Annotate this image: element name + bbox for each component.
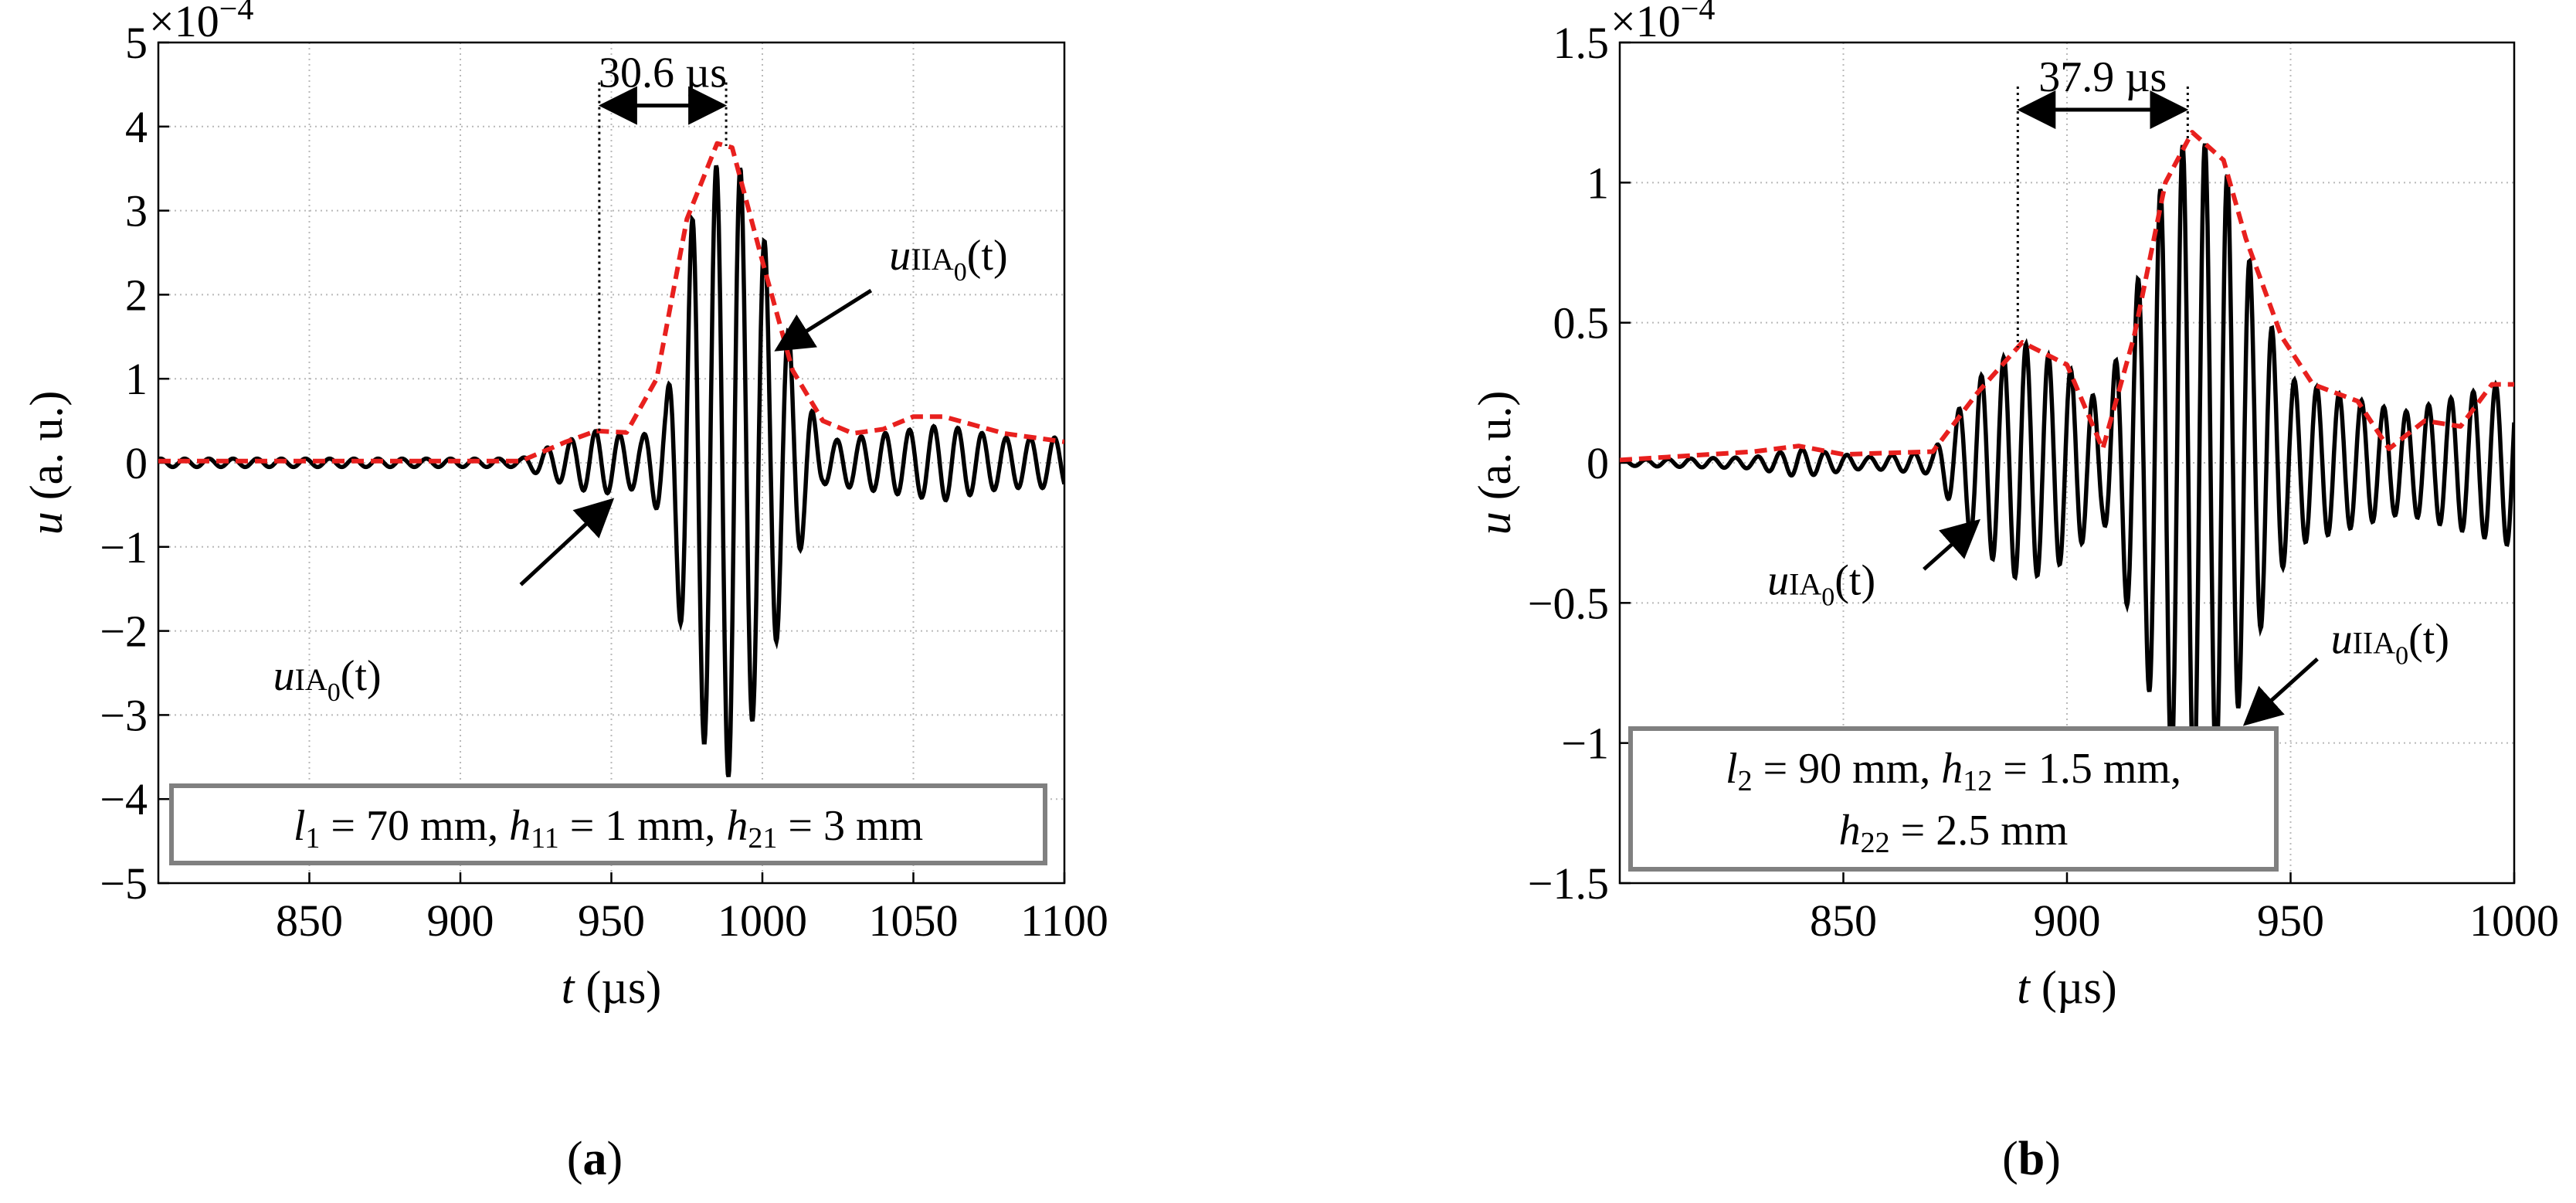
x-axis-label: t (µs) [2017, 962, 2117, 1013]
y-tick-label: −1.5 [1528, 858, 1609, 909]
y-tick-label: −0.5 [1528, 578, 1609, 628]
y-axis-label: u (a. u.) [21, 391, 72, 535]
delay-label: 37.9 µs [2038, 53, 2167, 101]
x-tick-label: 1000 [2469, 895, 2559, 946]
signal-line-uIA0 [1620, 143, 2514, 798]
legend-text-line1: l2 = 90 mm, h12 = 1.5 mm, [1726, 745, 2181, 797]
y-tick-label: −1 [1561, 719, 1609, 769]
x-tick-label: 1000 [718, 895, 807, 946]
panel-label: (b) [2002, 1133, 2061, 1185]
y-tick-label: 2 [125, 270, 148, 320]
y-tick-label: 4 [125, 102, 148, 152]
x-tick-label: 1050 [869, 895, 959, 946]
x-tick-label: 1100 [1020, 895, 1108, 946]
y-exponent-label: ×10−4 [149, 0, 253, 46]
panel-label: (a) [567, 1133, 623, 1185]
legend-box [169, 783, 1047, 865]
y-exponent-label: ×10−4 [1610, 0, 1715, 46]
x-tick-label: 900 [427, 895, 494, 946]
y-tick-label: −2 [100, 607, 148, 657]
annotation-arrow [519, 498, 615, 586]
y-tick-label: 1 [1587, 158, 1609, 208]
x-axis-label: t (µs) [562, 962, 662, 1013]
legend-box [1628, 726, 2279, 872]
signal-line-uIA0 [158, 165, 1064, 778]
annotation-arrow [2242, 658, 2319, 726]
y-tick-label: 1.5 [1553, 18, 1610, 68]
annotation-uIA0: uIA0(t) [273, 652, 382, 707]
annotation-uIIA0: uIIA0(t) [889, 232, 1007, 287]
legend-text: l1 = 70 mm, h11 = 1 mm, h21 = 3 mm [294, 802, 923, 855]
y-tick-label: 0 [125, 438, 148, 488]
annotation-uIA0: uIA0(t) [1767, 556, 1875, 611]
envelope-line-uIIA0 [1620, 130, 2514, 463]
x-tick-label: 900 [2034, 895, 2101, 946]
x-tick-label: 850 [1810, 895, 1877, 946]
y-tick-label: 3 [125, 186, 148, 236]
annotation-uIIA0: uIIA0(t) [2331, 616, 2449, 671]
y-tick-label: −3 [100, 690, 148, 740]
chart-panel-a: 850 900 950 1000 1050 1100 −5 −4 −3 −2 −1 0 1 2 3 4 5 ×10… [21, 0, 1108, 1185]
y-tick-label: −4 [100, 774, 148, 824]
chart-panel-b: 850 900 950 1000 −1.5 −1 −0.5 0 0.5 1 1.5 ×10−4 t (µ… [1469, 0, 2559, 1185]
legend-text-line2: h22 = 2.5 mm [1839, 807, 2069, 859]
annotation-arrow [774, 288, 873, 352]
y-tick-label: 0.5 [1553, 298, 1610, 348]
y-tick-label: 0 [1587, 438, 1609, 488]
y-tick-label: 1 [125, 354, 148, 404]
x-tick-label: 850 [276, 895, 343, 946]
delay-label: 30.6 µs [599, 49, 727, 97]
y-axis-label: u (a. u.) [1469, 391, 1520, 535]
y-tick-label: −1 [100, 522, 148, 573]
y-tick-label: −5 [100, 858, 148, 909]
x-tick-label: 950 [2257, 895, 2324, 946]
x-tick-label: 950 [578, 895, 645, 946]
y-tick-label: 5 [125, 18, 148, 68]
annotation-arrow [1923, 518, 1980, 571]
